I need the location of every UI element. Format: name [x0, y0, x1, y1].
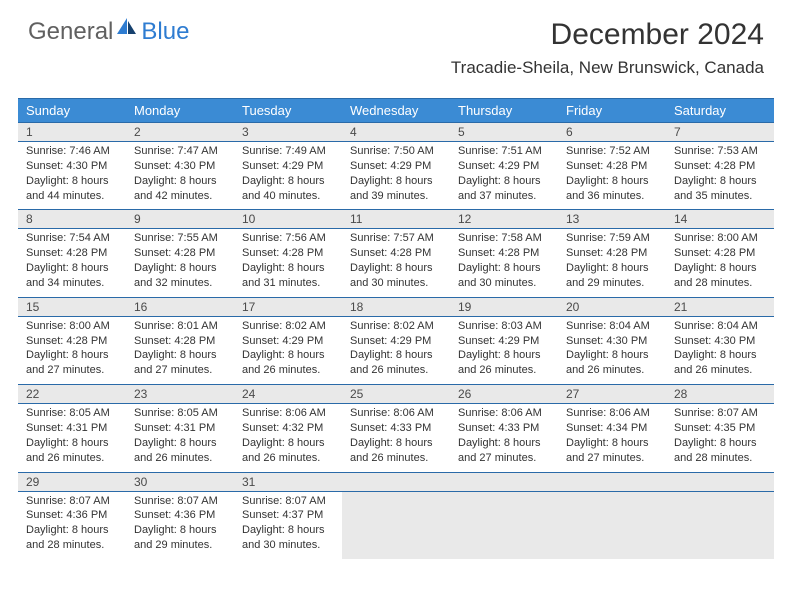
day-info: Sunrise: 8:06 AMSunset: 4:32 PMDaylight:…	[234, 404, 342, 471]
day-info: Sunrise: 7:59 AMSunset: 4:28 PMDaylight:…	[558, 229, 666, 296]
day-number: 29	[18, 473, 126, 491]
day-info: Sunrise: 7:54 AMSunset: 4:28 PMDaylight:…	[18, 229, 126, 296]
empty-cell	[342, 472, 450, 491]
weekday-header: Sunday	[18, 99, 126, 123]
day-number-row: 891011121314	[18, 210, 774, 229]
day-number: 1	[18, 123, 126, 141]
day-info: Sunrise: 8:05 AMSunset: 4:31 PMDaylight:…	[126, 404, 234, 471]
day-number: 19	[450, 298, 558, 316]
calendar-body: 1234567Sunrise: 7:46 AMSunset: 4:30 PMDa…	[18, 123, 774, 559]
day-number-row: 293031	[18, 472, 774, 491]
empty-cell	[666, 491, 774, 559]
day-number: 13	[558, 210, 666, 228]
day-info: Sunrise: 7:47 AMSunset: 4:30 PMDaylight:…	[126, 142, 234, 209]
empty-cell	[342, 491, 450, 559]
weekday-header: Thursday	[450, 99, 558, 123]
logo-text-general: General	[28, 18, 113, 46]
day-info: Sunrise: 7:52 AMSunset: 4:28 PMDaylight:…	[558, 142, 666, 209]
title-block: December 2024 Tracadie-Sheila, New Bruns…	[451, 18, 764, 78]
day-number: 23	[126, 385, 234, 403]
weekday-header: Friday	[558, 99, 666, 123]
day-number: 6	[558, 123, 666, 141]
day-number: 3	[234, 123, 342, 141]
day-info: Sunrise: 7:53 AMSunset: 4:28 PMDaylight:…	[666, 142, 774, 209]
day-info: Sunrise: 7:46 AMSunset: 4:30 PMDaylight:…	[18, 142, 126, 209]
day-number: 10	[234, 210, 342, 228]
day-info: Sunrise: 8:06 AMSunset: 4:33 PMDaylight:…	[342, 404, 450, 471]
day-number: 27	[558, 385, 666, 403]
day-info-row: Sunrise: 8:07 AMSunset: 4:36 PMDaylight:…	[18, 491, 774, 559]
day-number: 28	[666, 385, 774, 403]
day-number-row: 1234567	[18, 123, 774, 142]
day-number: 16	[126, 298, 234, 316]
weekday-header: Wednesday	[342, 99, 450, 123]
weekday-header: Saturday	[666, 99, 774, 123]
day-info: Sunrise: 8:04 AMSunset: 4:30 PMDaylight:…	[666, 317, 774, 384]
day-number: 14	[666, 210, 774, 228]
day-number: 11	[342, 210, 450, 228]
empty-cell	[450, 491, 558, 559]
day-number: 12	[450, 210, 558, 228]
day-info-row: Sunrise: 7:46 AMSunset: 4:30 PMDaylight:…	[18, 142, 774, 210]
day-info: Sunrise: 8:04 AMSunset: 4:30 PMDaylight:…	[558, 317, 666, 384]
day-info: Sunrise: 8:00 AMSunset: 4:28 PMDaylight:…	[18, 317, 126, 384]
day-number: 21	[666, 298, 774, 316]
day-info-row: Sunrise: 8:00 AMSunset: 4:28 PMDaylight:…	[18, 316, 774, 384]
day-number: 8	[18, 210, 126, 228]
empty-cell	[558, 491, 666, 559]
location-subtitle: Tracadie-Sheila, New Brunswick, Canada	[451, 58, 764, 78]
day-info: Sunrise: 8:07 AMSunset: 4:36 PMDaylight:…	[18, 492, 126, 559]
day-info: Sunrise: 7:50 AMSunset: 4:29 PMDaylight:…	[342, 142, 450, 209]
weekday-header-row: Sunday Monday Tuesday Wednesday Thursday…	[18, 99, 774, 123]
day-info: Sunrise: 8:01 AMSunset: 4:28 PMDaylight:…	[126, 317, 234, 384]
day-info: Sunrise: 8:06 AMSunset: 4:33 PMDaylight:…	[450, 404, 558, 471]
day-info: Sunrise: 8:07 AMSunset: 4:36 PMDaylight:…	[126, 492, 234, 559]
day-info: Sunrise: 7:58 AMSunset: 4:28 PMDaylight:…	[450, 229, 558, 296]
logo-text-blue: Blue	[141, 18, 189, 46]
empty-cell	[666, 472, 774, 491]
day-info: Sunrise: 7:49 AMSunset: 4:29 PMDaylight:…	[234, 142, 342, 209]
day-info: Sunrise: 7:51 AMSunset: 4:29 PMDaylight:…	[450, 142, 558, 209]
day-number: 26	[450, 385, 558, 403]
logo: General Blue	[28, 18, 189, 46]
day-info: Sunrise: 8:00 AMSunset: 4:28 PMDaylight:…	[666, 229, 774, 296]
weekday-header: Tuesday	[234, 99, 342, 123]
day-info: Sunrise: 8:02 AMSunset: 4:29 PMDaylight:…	[342, 317, 450, 384]
day-number: 17	[234, 298, 342, 316]
day-info: Sunrise: 7:57 AMSunset: 4:28 PMDaylight:…	[342, 229, 450, 296]
day-info: Sunrise: 8:02 AMSunset: 4:29 PMDaylight:…	[234, 317, 342, 384]
empty-cell	[450, 472, 558, 491]
day-info: Sunrise: 8:07 AMSunset: 4:37 PMDaylight:…	[234, 492, 342, 559]
month-title: December 2024	[451, 18, 764, 52]
day-info: Sunrise: 8:06 AMSunset: 4:34 PMDaylight:…	[558, 404, 666, 471]
day-info: Sunrise: 8:03 AMSunset: 4:29 PMDaylight:…	[450, 317, 558, 384]
weekday-header: Monday	[126, 99, 234, 123]
day-number: 4	[342, 123, 450, 141]
day-number: 18	[342, 298, 450, 316]
day-number: 20	[558, 298, 666, 316]
day-info-row: Sunrise: 7:54 AMSunset: 4:28 PMDaylight:…	[18, 229, 774, 297]
day-number: 7	[666, 123, 774, 141]
day-number: 15	[18, 298, 126, 316]
day-number: 30	[126, 473, 234, 491]
day-info: Sunrise: 7:56 AMSunset: 4:28 PMDaylight:…	[234, 229, 342, 296]
day-number: 2	[126, 123, 234, 141]
day-info: Sunrise: 8:07 AMSunset: 4:35 PMDaylight:…	[666, 404, 774, 471]
empty-cell	[558, 472, 666, 491]
day-number: 9	[126, 210, 234, 228]
day-number: 25	[342, 385, 450, 403]
day-number: 24	[234, 385, 342, 403]
day-info: Sunrise: 7:55 AMSunset: 4:28 PMDaylight:…	[126, 229, 234, 296]
calendar-table: Sunday Monday Tuesday Wednesday Thursday…	[18, 98, 774, 559]
day-number: 31	[234, 473, 342, 491]
logo-sail-icon	[117, 18, 137, 41]
day-info: Sunrise: 8:05 AMSunset: 4:31 PMDaylight:…	[18, 404, 126, 471]
day-number-row: 22232425262728	[18, 385, 774, 404]
day-number: 22	[18, 385, 126, 403]
page-header: General Blue December 2024 Tracadie-Shei…	[0, 0, 792, 86]
day-info-row: Sunrise: 8:05 AMSunset: 4:31 PMDaylight:…	[18, 404, 774, 472]
day-number: 5	[450, 123, 558, 141]
day-number-row: 15161718192021	[18, 297, 774, 316]
